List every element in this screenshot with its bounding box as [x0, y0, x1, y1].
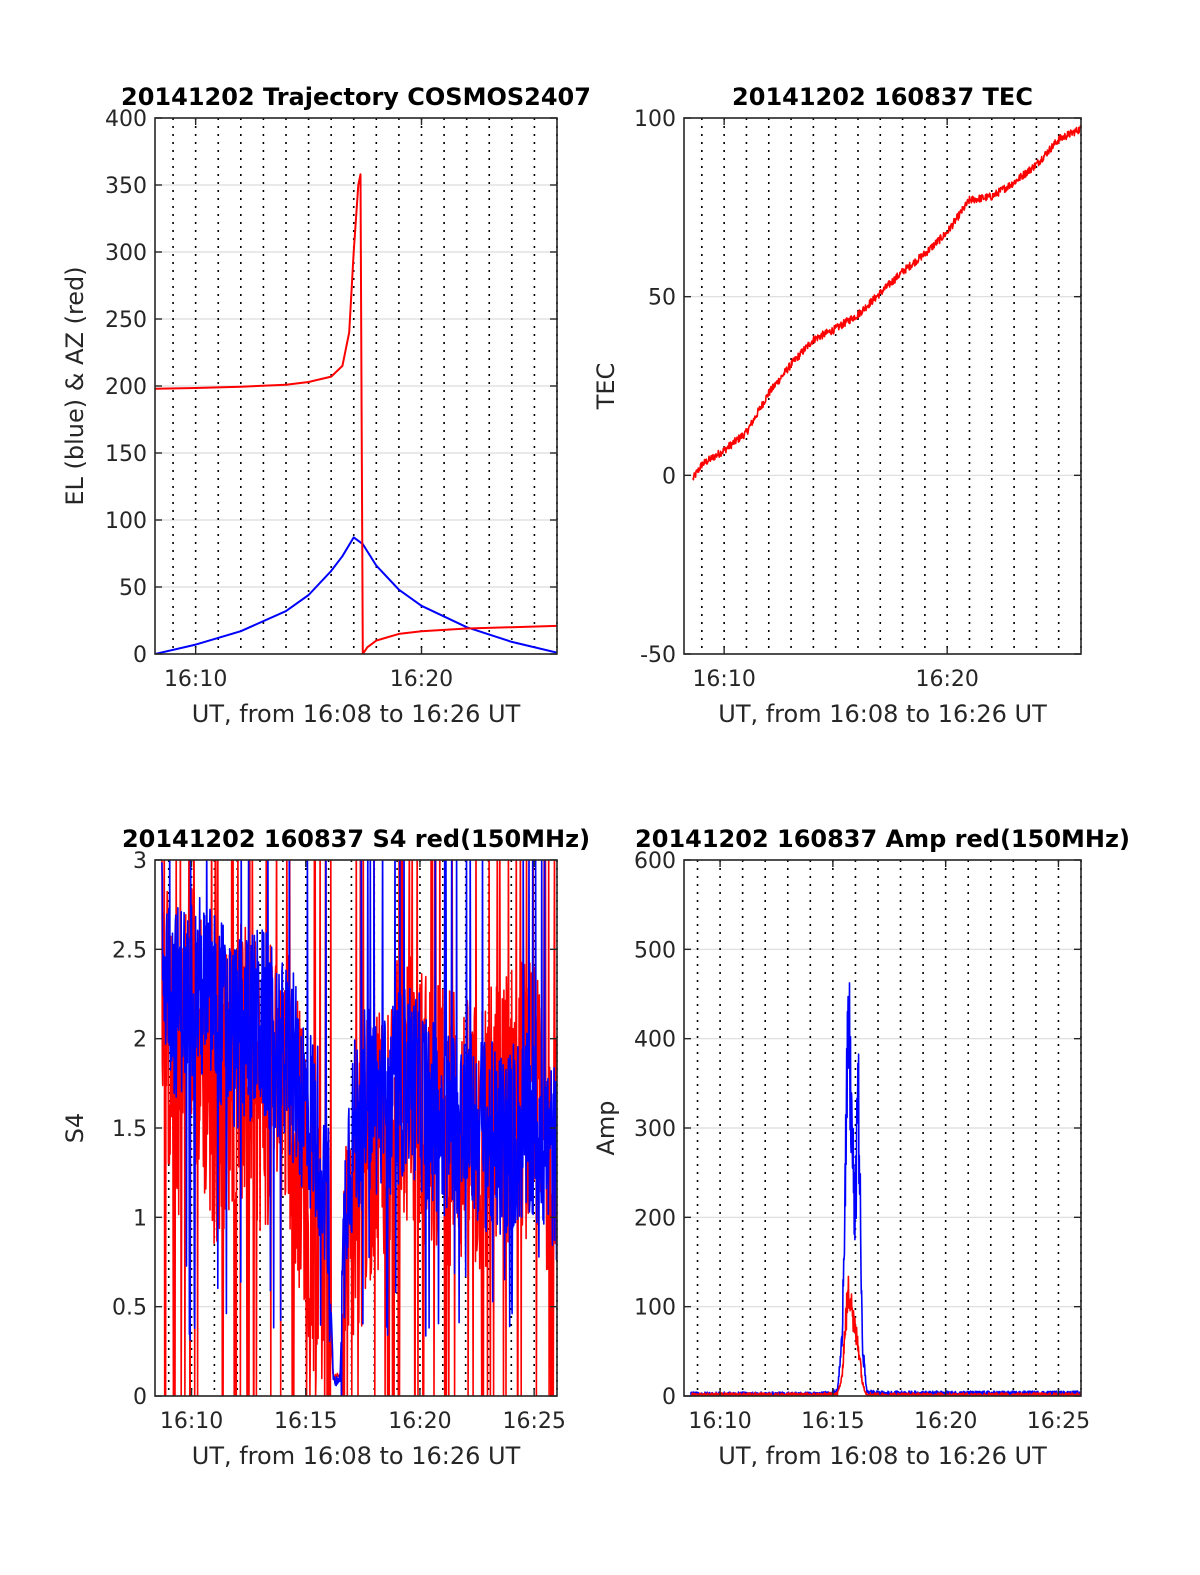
y-tick-label: 1.5 [112, 1117, 147, 1142]
series-line-s4-blue [161, 860, 557, 1396]
series-group [161, 860, 557, 1396]
y-tick-label: 400 [634, 1028, 676, 1053]
series-line-tec [692, 124, 1081, 481]
series-line-el [155, 536, 557, 654]
y-tick-label: 3 [133, 849, 147, 874]
y-tick-label: 250 [105, 308, 147, 333]
chart-amp: 0 100 200 300 400 500 600 16:10 16:15 16:20 16:25 2… [592, 825, 1130, 1470]
x-tick-label: 16:10 [688, 1409, 751, 1434]
y-tick-label: 100 [105, 509, 147, 534]
y-axis-label: EL (blue) & AZ (red) [61, 266, 89, 505]
y-tick-label: 200 [634, 1206, 676, 1231]
x-tick-label: 16:20 [915, 667, 978, 692]
y-tick-label: 300 [105, 241, 147, 266]
y-tick-label: -50 [640, 643, 676, 668]
series-group [690, 982, 1081, 1396]
axes-box [683, 117, 1082, 655]
y-tick-label: 100 [634, 1296, 676, 1321]
y-tick-label: 200 [105, 375, 147, 400]
y-tick-label: 0.5 [112, 1296, 147, 1321]
y-tick-label: 400 [105, 107, 147, 132]
y-tick-label: 0 [133, 643, 147, 668]
y-tick-label: 2.5 [112, 938, 147, 963]
x-tick-label: 16:15 [274, 1409, 337, 1434]
y-tick-label: 100 [634, 107, 676, 132]
chart-s4: 0 0.5 1 1.5 2 2.5 3 16:10 16:15 16:20 16:25 2014120… [61, 825, 590, 1470]
x-axis-label: UT, from 16:08 to 16:26 UT [192, 700, 521, 728]
series-group [692, 124, 1081, 481]
y-tick-label: 0 [662, 464, 676, 489]
y-tick-label: 50 [648, 286, 676, 311]
y-tick-label: 50 [119, 576, 147, 601]
x-tick-label: 16:10 [692, 667, 755, 692]
chart-title: 20141202 Trajectory COSMOS2407 [121, 83, 591, 111]
x-tick-label: 16:25 [502, 1409, 565, 1434]
x-tick-label: 16:25 [1027, 1409, 1090, 1434]
x-axis-label: UT, from 16:08 to 16:26 UT [718, 700, 1047, 728]
y-tick-label: 2 [133, 1028, 147, 1053]
chart-title: 20141202 160837 S4 red(150MHz) [122, 825, 590, 853]
chart-title: 20141202 160837 TEC [732, 83, 1033, 111]
y-axis-label: TEC [592, 363, 620, 411]
x-tick-label: 16:15 [801, 1409, 864, 1434]
x-axis-label: UT, from 16:08 to 16:26 UT [192, 1442, 521, 1470]
chart-title: 20141202 160837 Amp red(150MHz) [635, 825, 1130, 853]
x-tick-label: 16:20 [914, 1409, 977, 1434]
y-axis-label: Amp [592, 1100, 620, 1155]
x-tick-label: 16:20 [390, 667, 453, 692]
series-group [155, 173, 557, 654]
x-tick-label: 16:10 [160, 1409, 223, 1434]
series-line-amp-blue [690, 982, 1081, 1396]
y-tick-label: 1 [133, 1206, 147, 1231]
series-line-az [155, 173, 557, 654]
y-tick-label: 350 [105, 174, 147, 199]
chart-tec: -50 0 50 100 16:10 16:20 20141202 160837 TEC UT… [592, 83, 1082, 728]
x-axis-label: UT, from 16:08 to 16:26 UT [718, 1442, 1047, 1470]
x-tick-label: 16:20 [388, 1409, 451, 1434]
chart-trajectory: 0 50 100 150 200 250 300 350 400 16:10 16:20 201412… [61, 83, 591, 728]
y-tick-label: 0 [662, 1385, 676, 1410]
x-tick-label: 16:10 [164, 667, 227, 692]
y-tick-label: 150 [105, 442, 147, 467]
y-tick-label: 500 [634, 938, 676, 963]
y-tick-label: 0 [133, 1385, 147, 1410]
y-tick-label: 600 [634, 849, 676, 874]
series-line-amp-red [690, 1275, 1081, 1396]
y-axis-label: S4 [61, 1113, 89, 1144]
y-tick-label: 300 [634, 1117, 676, 1142]
